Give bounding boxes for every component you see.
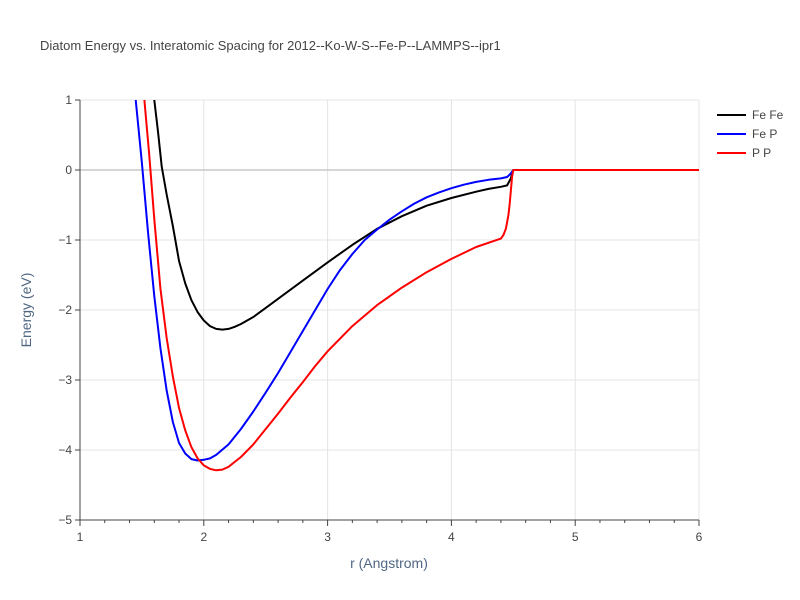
- chart-title: Diatom Energy vs. Interatomic Spacing fo…: [40, 38, 501, 53]
- legend-item-fe-p[interactable]: Fe P: [717, 127, 777, 141]
- series-line-fe-fe: [153, 100, 699, 331]
- tick-labels: 1 2 3 4 5 6 −5 −4 −3 −2 −1 0 1: [58, 93, 702, 544]
- legend-item-p-p[interactable]: P P: [717, 146, 771, 160]
- y-tick-label: −4: [58, 443, 72, 457]
- x-axis-title: r (Angstrom): [350, 555, 428, 571]
- y-tick-label: −3: [58, 373, 72, 387]
- axes: [75, 99, 700, 526]
- legend-item-fe-fe[interactable]: Fe Fe: [717, 108, 784, 122]
- series-line-p-p: [143, 100, 699, 472]
- series-line-fe-p: [134, 100, 699, 462]
- y-axis-title: Energy (eV): [18, 273, 34, 348]
- x-tick-label: 3: [324, 530, 331, 544]
- x-tick-label: 6: [696, 530, 703, 544]
- y-tick-label: −1: [58, 233, 72, 247]
- x-tick-label: 5: [572, 530, 579, 544]
- x-tick-label: 2: [200, 530, 207, 544]
- legend[interactable]: Fe Fe Fe P P P: [717, 108, 784, 160]
- x-tick-label: 4: [448, 530, 455, 544]
- grid-lines: [80, 99, 700, 520]
- series-lines: [134, 100, 699, 472]
- y-tick-label: −5: [58, 513, 72, 527]
- y-tick-label: 0: [65, 163, 72, 177]
- x-tick-label: 1: [77, 530, 84, 544]
- y-tick-label: 1: [65, 93, 72, 107]
- legend-label: Fe P: [752, 127, 777, 141]
- y-tick-label: −2: [58, 303, 72, 317]
- legend-label: Fe Fe: [752, 108, 784, 122]
- legend-label: P P: [752, 146, 771, 160]
